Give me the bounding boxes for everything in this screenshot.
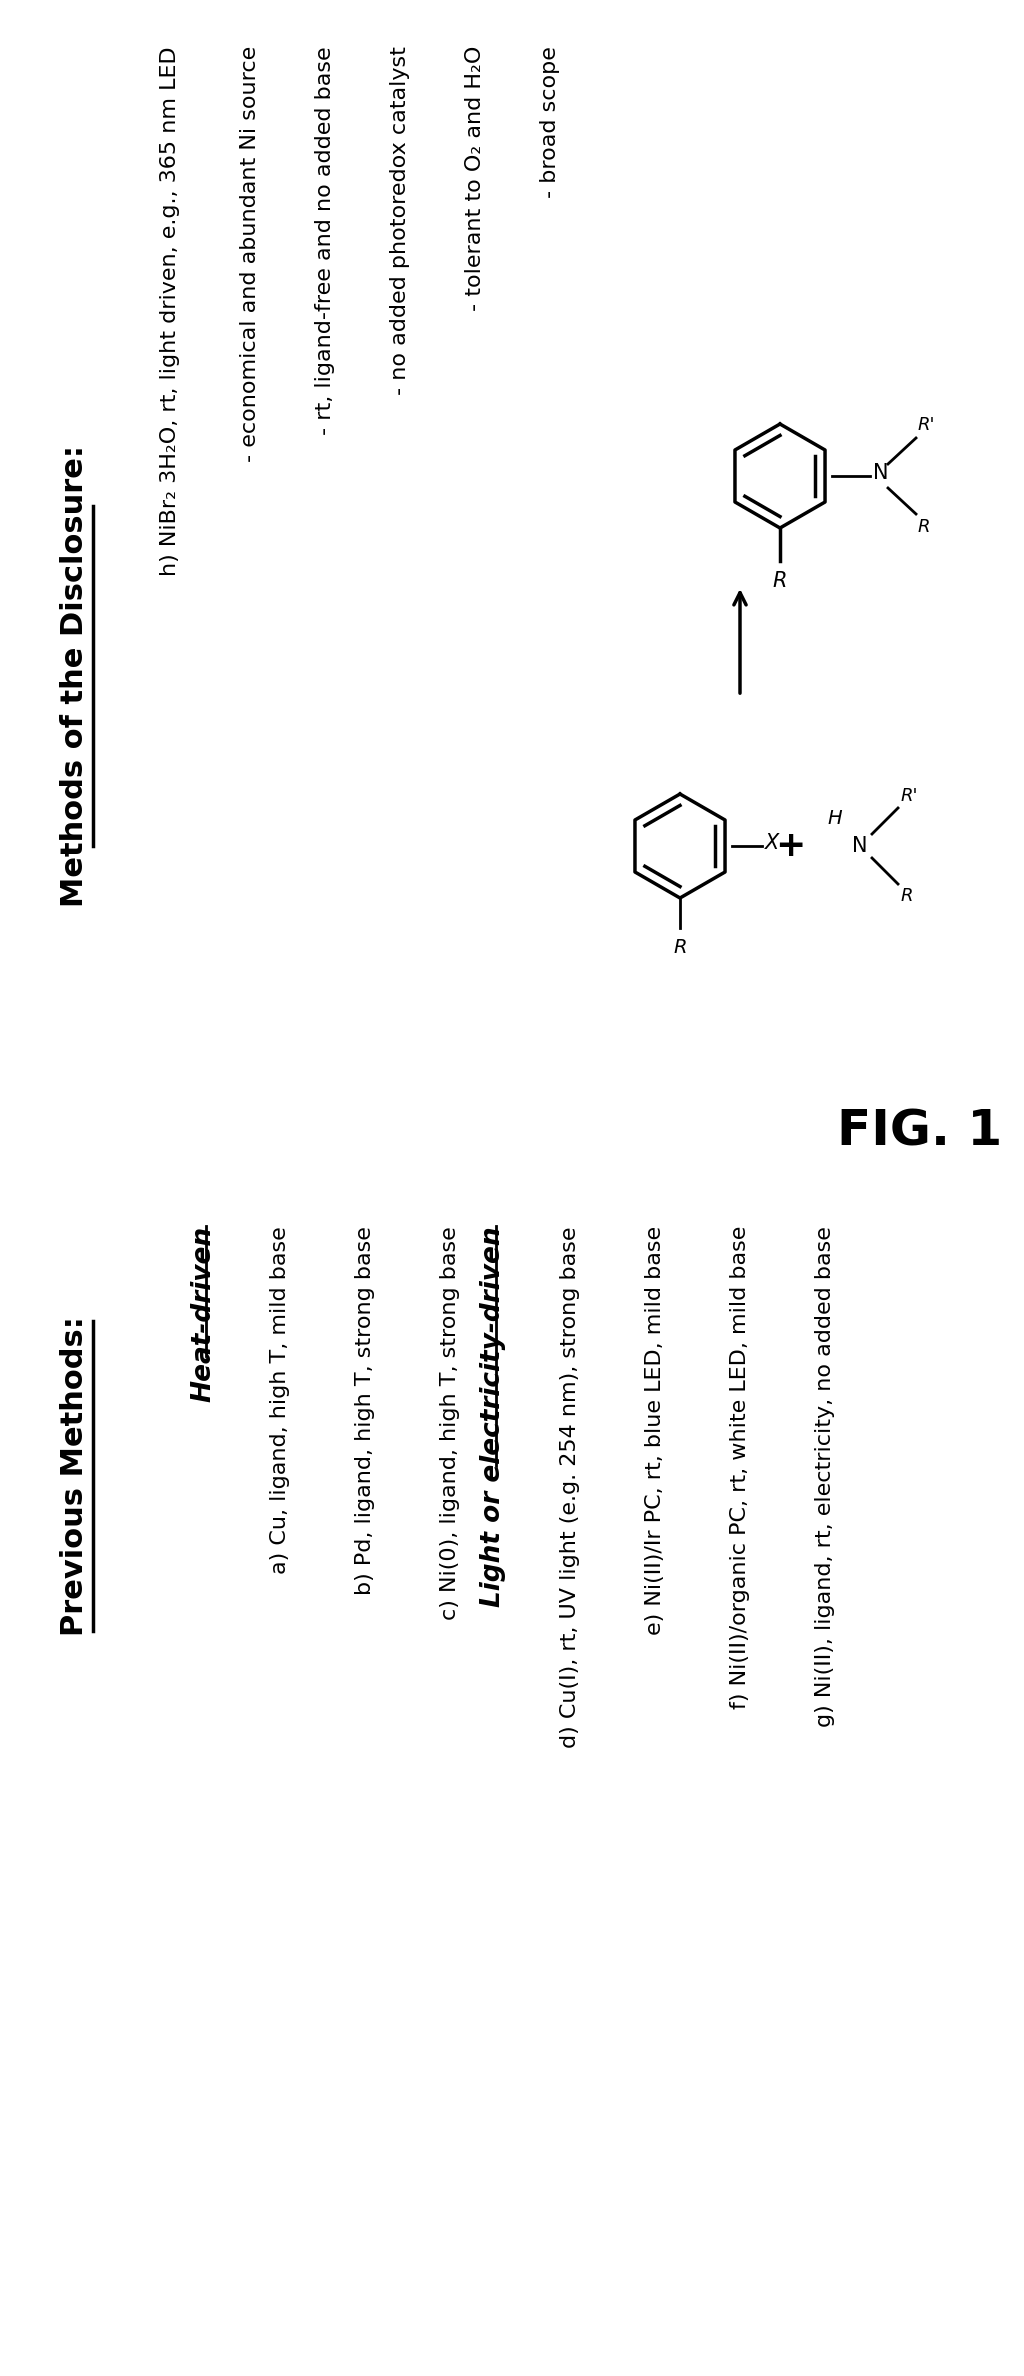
Text: - economical and abundant Ni source: - economical and abundant Ni source [240,45,260,463]
Text: N: N [852,836,867,855]
Text: N: N [873,463,889,482]
Text: a) Cu, ligand, high T, mild base: a) Cu, ligand, high T, mild base [270,1226,290,1573]
Text: R: R [901,886,913,905]
Text: - broad scope: - broad scope [540,45,560,197]
Text: Light or electricity-driven: Light or electricity-driven [480,1226,506,1606]
Text: R: R [918,518,931,537]
Text: R: R [773,570,787,592]
Text: h) NiBr₂ 3H₂O, rt, light driven, e.g., 365 nm LED: h) NiBr₂ 3H₂O, rt, light driven, e.g., 3… [160,45,180,575]
Text: e) Ni(II)/Ir PC, rt, blue LED, mild base: e) Ni(II)/Ir PC, rt, blue LED, mild base [645,1226,665,1635]
Text: b) Pd, ligand, high T, strong base: b) Pd, ligand, high T, strong base [355,1226,375,1594]
Text: - no added photoredox catalyst: - no added photoredox catalyst [390,45,410,394]
Text: R: R [673,939,687,958]
Text: g) Ni(II), ligand, rt, electricity, no added base: g) Ni(II), ligand, rt, electricity, no a… [815,1226,835,1727]
Text: X: X [765,834,779,853]
Text: Previous Methods:: Previous Methods: [60,1316,89,1637]
Text: f) Ni(II)/organic PC, rt, white LED, mild base: f) Ni(II)/organic PC, rt, white LED, mil… [730,1226,750,1708]
Text: - rt, ligand-free and no added base: - rt, ligand-free and no added base [315,45,335,435]
Text: H: H [827,808,842,827]
Text: FIG. 1: FIG. 1 [838,1107,1002,1157]
Text: +: + [775,829,805,862]
Text: d) Cu(I), rt, UV light (e.g. 254 nm), strong base: d) Cu(I), rt, UV light (e.g. 254 nm), st… [560,1226,580,1746]
Text: Methods of the Disclosure:: Methods of the Disclosure: [60,444,89,908]
Text: R': R' [901,786,919,805]
Text: - tolerant to O₂ and H₂O: - tolerant to O₂ and H₂O [465,45,485,311]
Text: R': R' [918,416,936,435]
Text: c) Ni(0), ligand, high T, strong base: c) Ni(0), ligand, high T, strong base [440,1226,460,1620]
Text: Heat-driven: Heat-driven [190,1226,216,1402]
